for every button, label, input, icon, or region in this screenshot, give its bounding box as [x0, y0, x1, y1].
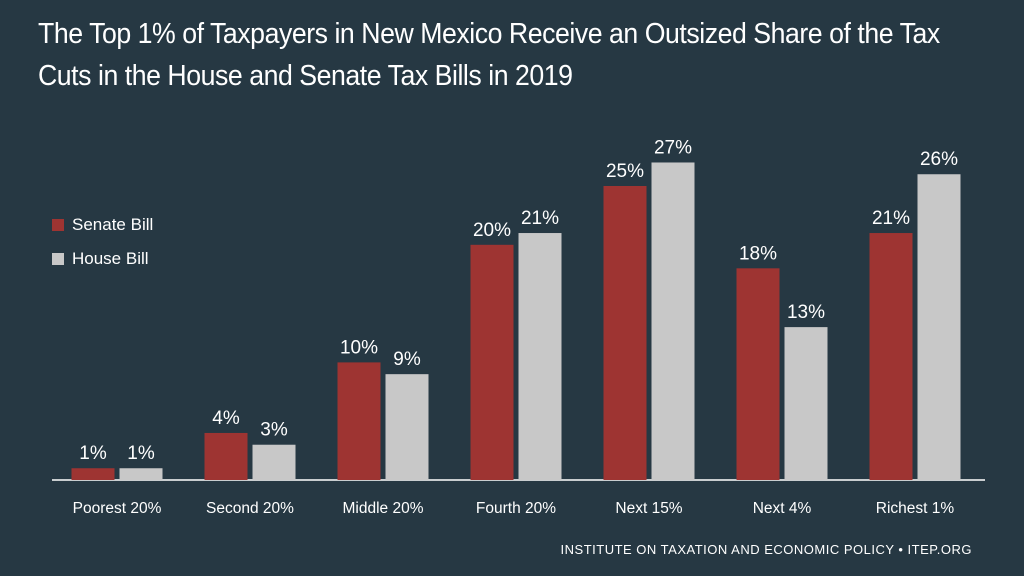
data-label-house-3: 21% — [521, 208, 559, 229]
data-label-senate-3: 20% — [473, 220, 511, 241]
x-tick-label-2: Middle 20% — [343, 500, 424, 517]
bar-senate-6 — [869, 233, 913, 480]
legend-swatch-house — [52, 253, 64, 265]
bar-house-4 — [651, 162, 695, 481]
bar-senate-3 — [470, 244, 514, 480]
data-label-house-5: 13% — [787, 302, 825, 323]
data-label-senate-6: 21% — [872, 208, 910, 229]
legend-label-senate: Senate Bill — [72, 215, 154, 234]
data-label-house-0: 1% — [127, 443, 155, 464]
x-tick-label-3: Fourth 20% — [476, 500, 556, 517]
chart-title-line-2: Cuts in the House and Senate Tax Bills i… — [38, 60, 573, 92]
legend-item-house: House Bill — [52, 248, 153, 270]
bar-house-6 — [917, 174, 961, 481]
chart-legend: Senate Bill House Bill — [52, 214, 153, 282]
bar-senate-5 — [736, 268, 780, 480]
bar-senate-0 — [71, 468, 115, 480]
legend-item-senate: Senate Bill — [52, 214, 153, 236]
data-label-senate-5: 18% — [739, 243, 777, 264]
bar-house-2 — [385, 374, 429, 480]
data-label-house-1: 3% — [260, 420, 288, 441]
data-label-senate-2: 10% — [340, 337, 378, 358]
bar-senate-4 — [603, 186, 647, 480]
x-tick-label-0: Poorest 20% — [73, 500, 162, 517]
bar-senate-1 — [204, 432, 248, 480]
data-label-senate-4: 25% — [606, 161, 644, 182]
bar-senate-2 — [337, 362, 381, 480]
data-label-senate-0: 1% — [79, 443, 107, 464]
data-label-house-4: 27% — [654, 137, 692, 158]
chart-title-line-1: The Top 1% of Taxpayers in New Mexico Re… — [38, 18, 940, 50]
x-tick-label-1: Second 20% — [206, 500, 294, 517]
data-label-house-6: 26% — [920, 149, 958, 170]
source-footer: INSTITUTE ON TAXATION AND ECONOMIC POLIC… — [560, 542, 972, 557]
data-label-senate-1: 4% — [212, 408, 240, 429]
legend-swatch-senate — [52, 219, 64, 231]
x-tick-label-4: Next 15% — [615, 500, 682, 517]
bar-house-3 — [518, 233, 562, 480]
data-label-house-2: 9% — [393, 349, 421, 370]
bar-house-5 — [784, 327, 828, 480]
bar-house-1 — [252, 444, 296, 480]
x-tick-label-5: Next 4% — [753, 500, 812, 517]
bar-house-0 — [119, 468, 163, 480]
x-tick-label-6: Richest 1% — [876, 500, 955, 517]
legend-label-house: House Bill — [72, 249, 149, 268]
